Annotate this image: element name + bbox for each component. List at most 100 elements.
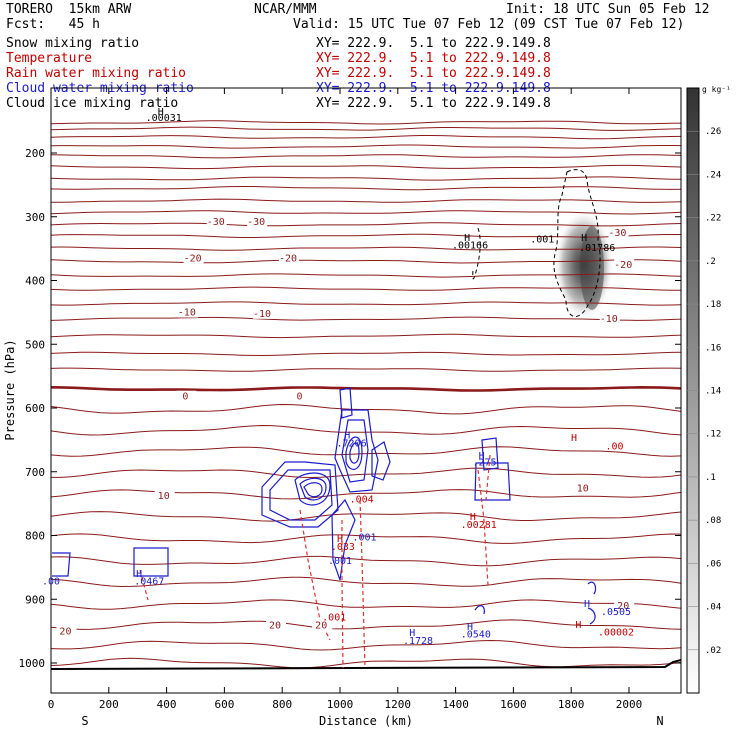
colorbar-tick-label: .18: [705, 300, 721, 310]
colorbar-tick-label: .24: [705, 170, 721, 180]
field-label-rain: Rain water mixing ratio: [6, 66, 187, 81]
max-value-label: .0505: [601, 607, 631, 618]
model-name: TORERO 15km ARW: [6, 2, 132, 17]
max-value-label: .00031: [146, 113, 182, 124]
temperature-contour: [51, 246, 681, 251]
temperature-contour: [51, 385, 681, 392]
label-bg: [265, 619, 286, 631]
temperature-contour: [51, 154, 681, 159]
temperature-label: 20: [59, 626, 71, 637]
label-bg: [608, 226, 629, 238]
high-marker: H: [337, 534, 343, 545]
high-marker: H: [479, 451, 485, 462]
temperature-contour: [51, 351, 681, 357]
label-bg: [183, 252, 204, 264]
contour-labels: -30 -30 -30 -20 -20 -20 -10 -10 -10 0 0 10 10 20 20 20 2…: [42, 107, 635, 647]
temperature-contour: [51, 198, 681, 203]
temperature-contour: [51, 135, 681, 140]
colorbar-unit: g kg⁻¹: [702, 85, 731, 94]
terrain-line: [51, 659, 681, 670]
temperature-contour: [51, 164, 681, 170]
temperature-contour: [51, 233, 681, 238]
temperature-label: 0: [182, 392, 188, 403]
temperature-label: 10: [158, 491, 170, 502]
label-bg: [614, 599, 635, 611]
hydrometeor-contours: [52, 169, 601, 669]
plot-border: [50, 87, 682, 694]
temperature-label: -20: [614, 260, 632, 271]
max-value-label: .00166: [452, 241, 488, 252]
temperature-contour: [51, 657, 681, 669]
x-tick-label: 1800: [558, 698, 585, 711]
y-tick-label: 200: [25, 147, 45, 160]
max-value-label: .7206: [336, 438, 366, 449]
label-bg: [573, 482, 594, 494]
x-tick-label: 2000: [616, 698, 643, 711]
label-bg: [312, 619, 333, 631]
temperature-contour: [51, 126, 681, 131]
field-label-snow: Snow mixing ratio: [6, 36, 140, 51]
label-bg: [252, 307, 273, 319]
max-value-label: .0467: [134, 577, 164, 588]
field-label-temperature: Temperature: [6, 51, 93, 66]
y-tick-label: 800: [25, 530, 45, 543]
label-bg: [154, 490, 175, 502]
x-tick-label: 600: [214, 698, 234, 711]
temperature-contour: [51, 467, 681, 479]
temperature-contour: [51, 403, 681, 415]
field-xy-rain: XY= 222.9. 5.1 to 222.9.149.8: [316, 66, 551, 81]
temperature-label: 20: [315, 621, 327, 632]
temperature-contour: [51, 186, 681, 191]
temperature-label: -10: [178, 308, 196, 319]
max-value-label: .1728: [403, 636, 433, 647]
label-bg: [176, 390, 197, 402]
x-tick-label: 1400: [442, 698, 469, 711]
max-value-label: .001: [530, 234, 554, 245]
max-value-label: .00: [42, 577, 60, 588]
max-value-label: .275: [472, 457, 496, 468]
temperature-label: 20: [269, 621, 281, 632]
max-value-label: .01786: [579, 243, 615, 254]
temperature-contour: [51, 599, 681, 610]
temperature-label: -30: [247, 217, 265, 228]
colorbar-tick-label: .12: [705, 430, 721, 440]
y-tick-label: 300: [25, 211, 45, 224]
field-xy-snow: XY= 222.9. 5.1 to 222.9.149.8: [316, 36, 551, 51]
field-label-cloud-ice: Cloud ice mixing ratio: [6, 96, 179, 111]
label-bg: [56, 625, 77, 637]
x-tick-label: 0: [48, 698, 55, 711]
label-bg: [177, 306, 198, 318]
high-marker: H: [581, 233, 587, 244]
temperature-label: 20: [617, 601, 629, 612]
label-bg: [247, 216, 268, 228]
max-value-label: .0540: [461, 630, 491, 641]
temperature-label: -10: [600, 314, 618, 325]
label-bg: [206, 216, 227, 228]
x-tick-label: 1600: [500, 698, 527, 711]
high-marker: H: [571, 433, 577, 444]
temperature-contour: [51, 316, 681, 321]
max-value-label: .00281: [461, 520, 497, 531]
y-tick-label: 900: [25, 593, 45, 606]
temperature-contour: [51, 555, 681, 567]
temperature-contour: [51, 639, 681, 651]
high-marker: H: [136, 569, 142, 580]
x-tick-label: 800: [272, 698, 292, 711]
valid-time: Valid: 15 UTC Tue 07 Feb 12 (09 CST Tue …: [293, 17, 685, 32]
high-marker: H: [470, 512, 476, 523]
temperature-contour: [51, 222, 681, 227]
temperature-label: 0: [297, 392, 303, 403]
colorbar-tick-label: .02: [705, 646, 721, 656]
high-marker: H: [575, 620, 581, 631]
y-tick-label: 400: [25, 275, 45, 288]
temperature-label: -20: [184, 253, 202, 264]
high-marker: H: [464, 233, 470, 244]
temperature-contour: [51, 273, 681, 278]
label-bg: [278, 252, 299, 264]
temperature-contour: [51, 210, 681, 215]
high-marker: H: [158, 107, 164, 118]
high-marker: H: [467, 622, 473, 633]
colorbar-tick-label: .22: [705, 214, 721, 224]
y-tick-label: 500: [25, 338, 45, 351]
x-tick-label: 400: [157, 698, 177, 711]
